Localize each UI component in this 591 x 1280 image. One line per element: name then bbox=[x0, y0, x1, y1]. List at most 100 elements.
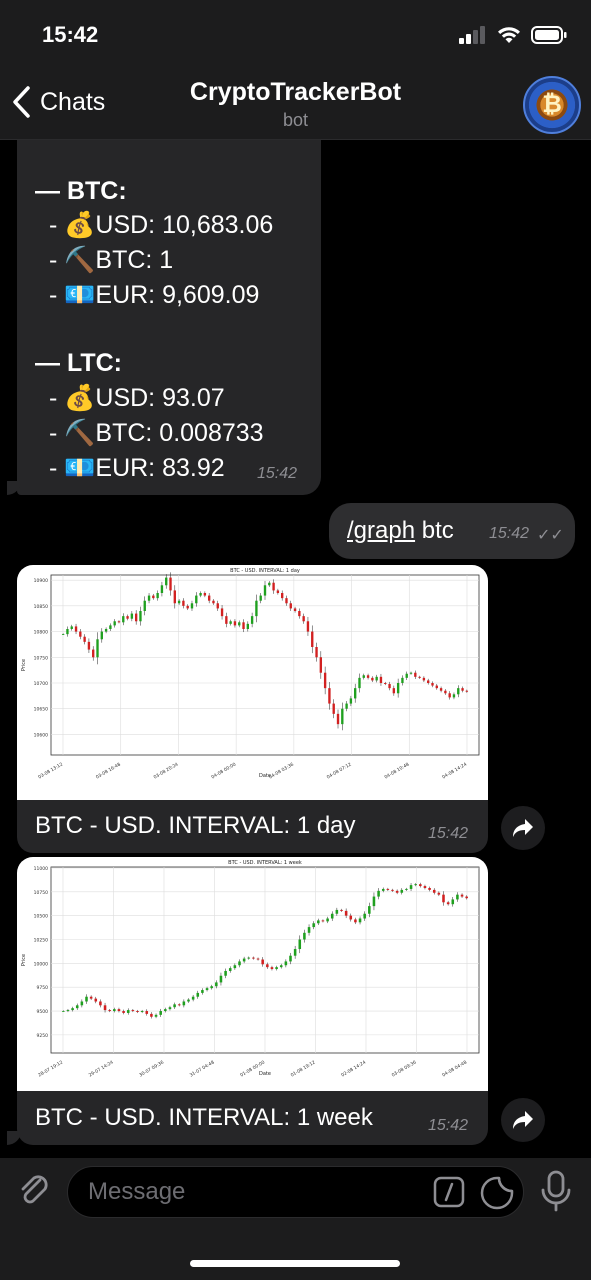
candle-body bbox=[139, 611, 142, 622]
candle-body bbox=[448, 693, 451, 698]
candle-body bbox=[256, 958, 260, 960]
read-checkmarks-icon: ✓✓ bbox=[537, 527, 564, 544]
x-tick-label: 30-07 09:36 bbox=[138, 1059, 165, 1078]
candle-body bbox=[134, 613, 138, 622]
share-button[interactable] bbox=[501, 806, 545, 850]
candle-body bbox=[216, 603, 219, 609]
candle-body bbox=[126, 616, 129, 619]
ltc-header: — LTC: bbox=[35, 349, 123, 377]
candle-body bbox=[317, 920, 320, 924]
candle-body bbox=[104, 629, 108, 632]
candle-body bbox=[358, 918, 362, 923]
candle-body bbox=[431, 683, 434, 686]
candle-body bbox=[349, 698, 353, 704]
bot-avatar[interactable]: ₿ bbox=[523, 76, 581, 134]
candle-body bbox=[87, 641, 91, 650]
candle-body bbox=[272, 582, 275, 591]
candle-body bbox=[439, 688, 443, 691]
x-axis-label: Date bbox=[259, 1071, 271, 1077]
candle-body bbox=[405, 673, 408, 678]
y-tick-label: 10250 bbox=[34, 937, 48, 943]
candle-body bbox=[66, 1010, 70, 1012]
message-list[interactable]: — BTC: - 💰USD: 10,683.06 - ⛏️BTC: 1 - 💶E… bbox=[0, 140, 591, 1158]
candle-body bbox=[140, 1011, 144, 1012]
btc-usd-line: - 💰USD: 10,683.06 bbox=[49, 211, 274, 239]
ltc-usd-line: - 💰USD: 93.07 bbox=[49, 384, 225, 412]
candle-body bbox=[366, 675, 370, 678]
candle-body bbox=[228, 968, 232, 971]
back-button[interactable]: Chats bbox=[10, 84, 105, 120]
message-input[interactable] bbox=[88, 1175, 428, 1209]
message-photo-day[interactable]: 10600 10650 10700 10750 10800 10850 10900 03-08… bbox=[17, 565, 488, 853]
candle-body bbox=[293, 949, 297, 956]
chart-image-week[interactable]: 9250 9500 9750 10000 10250 10500 10750 11000 28-… bbox=[17, 857, 488, 1091]
candle-body bbox=[199, 593, 202, 596]
voice-record-button[interactable] bbox=[538, 1170, 574, 1217]
candle-body bbox=[113, 621, 116, 626]
candle-body bbox=[250, 616, 254, 624]
home-indicator bbox=[190, 1260, 400, 1267]
candle-body bbox=[79, 631, 82, 637]
candle-body bbox=[61, 634, 65, 635]
candle-body bbox=[392, 688, 396, 694]
candle-body bbox=[182, 1001, 186, 1006]
candle-body bbox=[259, 595, 262, 601]
attach-button[interactable] bbox=[14, 1170, 54, 1215]
chart-image-day[interactable]: 10600 10650 10700 10750 10800 10850 10900 03-08… bbox=[17, 565, 488, 800]
candle-body bbox=[150, 1013, 153, 1017]
candle-body bbox=[457, 688, 460, 695]
btc-eur-line: - 💶EUR: 9,609.09 bbox=[49, 281, 260, 309]
candle-body bbox=[368, 906, 371, 914]
candle-body bbox=[401, 677, 404, 683]
candle-body bbox=[391, 889, 394, 891]
candle-body bbox=[275, 967, 278, 970]
photo-caption: BTC - USD. INTERVAL: 1 week bbox=[35, 1104, 373, 1131]
candle-body bbox=[145, 1011, 149, 1014]
y-tick-label: 10800 bbox=[34, 630, 48, 636]
candle-body bbox=[414, 884, 417, 886]
chart-title: BTC - USD. INTERVAL: 1 week bbox=[228, 860, 302, 866]
message-prices[interactable]: — BTC: - 💰USD: 10,683.06 - ⛏️BTC: 1 - 💶E… bbox=[17, 140, 321, 495]
bitcoin-logo-icon: ₿ bbox=[542, 91, 562, 118]
bot-commands-button[interactable] bbox=[433, 1176, 465, 1213]
sticker-icon bbox=[480, 1176, 514, 1210]
candle-body bbox=[422, 677, 426, 681]
chat-title[interactable]: CryptoTrackerBot bbox=[189, 78, 402, 106]
message-time: 15:42 bbox=[427, 825, 468, 842]
message-command[interactable]: /graph btc 15:42 ✓✓ bbox=[329, 503, 575, 559]
candle-body bbox=[89, 996, 93, 999]
candle-body bbox=[427, 680, 430, 683]
candle-body bbox=[126, 1010, 130, 1013]
command-link[interactable]: /graph bbox=[347, 517, 416, 544]
ltc-btc-line: - ⛏️BTC: 0.008733 bbox=[49, 419, 264, 447]
chart-title: BTC - USD. INTERVAL: 1 day bbox=[230, 568, 300, 574]
candle-body bbox=[156, 593, 159, 599]
share-button[interactable] bbox=[501, 1098, 545, 1142]
candle-body bbox=[136, 1011, 139, 1012]
wifi-icon bbox=[498, 27, 520, 43]
message-photo-week[interactable]: 9250 9500 9750 10000 10250 10500 10750 11000 28-… bbox=[17, 857, 488, 1145]
candle-body bbox=[321, 920, 325, 922]
sticker-button[interactable] bbox=[480, 1176, 514, 1215]
x-tick-label: 03-08 20:24 bbox=[153, 761, 180, 780]
candle-body bbox=[220, 608, 224, 617]
candle-body bbox=[386, 888, 390, 890]
candle-body bbox=[196, 992, 200, 997]
candle-body bbox=[242, 958, 246, 962]
message-input-container[interactable] bbox=[67, 1166, 524, 1218]
candle-body bbox=[122, 616, 125, 623]
candle-body bbox=[400, 889, 404, 893]
x-tick-label: 04-08 10:48 bbox=[383, 761, 410, 780]
candle-body bbox=[349, 915, 353, 920]
candle-body bbox=[190, 603, 194, 609]
bubble-tail bbox=[7, 1131, 21, 1145]
candle-body bbox=[341, 708, 344, 725]
candle-body bbox=[270, 967, 274, 970]
y-tick-label: 10750 bbox=[34, 890, 48, 896]
microphone-icon bbox=[541, 1170, 571, 1212]
chat-header: Chats CryptoTrackerBot bot ₿ bbox=[0, 70, 591, 140]
candle-body bbox=[354, 919, 357, 923]
candle-body bbox=[279, 965, 283, 968]
candle-body bbox=[122, 1011, 125, 1013]
candle-body bbox=[100, 631, 103, 640]
